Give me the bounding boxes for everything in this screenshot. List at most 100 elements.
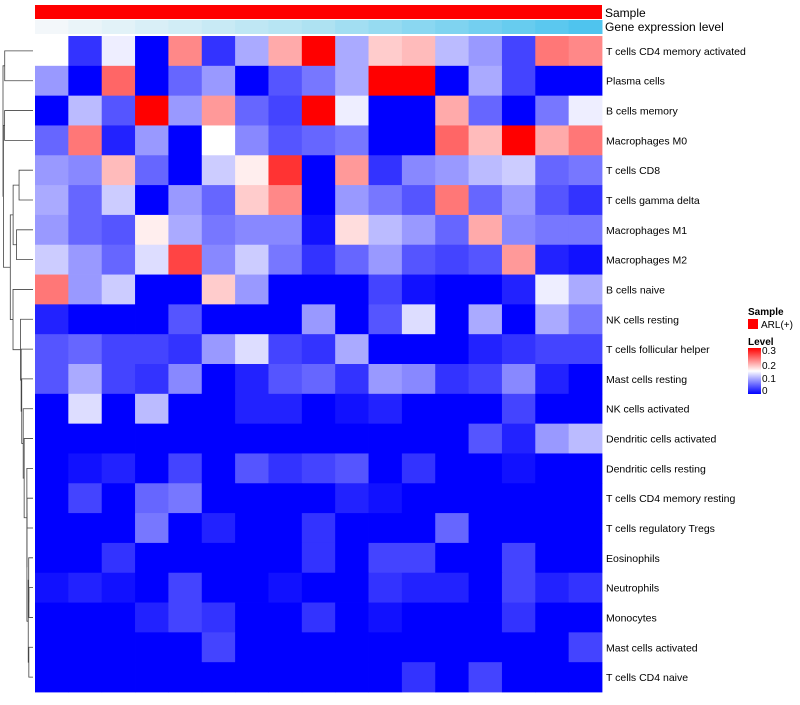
heatmap-cell xyxy=(568,662,603,693)
heatmap-cell xyxy=(201,483,236,514)
heatmap-cell xyxy=(368,662,403,693)
heatmap-cell xyxy=(568,423,603,454)
annotation-expression-cell xyxy=(468,20,503,34)
dendrogram-link xyxy=(28,557,33,603)
heatmap-cell xyxy=(335,125,369,156)
row-label: Dendritic cells activated xyxy=(606,434,716,446)
heatmap-cell xyxy=(135,334,169,365)
heatmap-cell xyxy=(468,244,503,275)
heatmap-cell xyxy=(501,304,536,335)
heatmap-cell xyxy=(435,453,469,484)
heatmap-cell xyxy=(468,334,503,365)
heatmap-cell xyxy=(101,602,136,633)
heatmap-cell xyxy=(235,364,269,395)
dendrogram-link xyxy=(22,408,33,479)
heatmap-cell xyxy=(535,393,570,425)
heatmap-cell xyxy=(335,274,369,305)
heatmap-cell xyxy=(535,244,570,275)
heatmap-cell xyxy=(435,423,469,454)
heatmap-cell xyxy=(301,393,336,425)
heatmap-cell xyxy=(168,662,203,693)
heatmap-cell xyxy=(301,662,336,693)
legend-sample-swatch xyxy=(748,319,758,329)
heatmap-cell xyxy=(368,483,403,514)
heatmap-cell xyxy=(35,65,69,97)
heatmap-cell xyxy=(168,542,203,574)
heatmap-cell xyxy=(35,125,69,156)
heatmap-cell xyxy=(368,274,403,305)
heatmap-cell xyxy=(35,393,69,425)
heatmap-cell xyxy=(535,304,570,335)
heatmap-cell xyxy=(135,632,169,663)
heatmap-cell xyxy=(135,214,169,246)
heatmap-cell xyxy=(201,393,236,425)
heatmap-cell xyxy=(268,214,303,246)
dendrogram-link xyxy=(28,646,33,678)
heatmap-cell xyxy=(501,244,536,275)
heatmap-cell xyxy=(68,513,103,544)
heatmap-cell xyxy=(101,36,136,67)
heatmap-cell xyxy=(168,274,203,305)
dendrogram-link xyxy=(18,169,33,201)
heatmap-cell xyxy=(201,542,236,574)
heatmap-cell xyxy=(468,304,503,335)
heatmap-cell xyxy=(135,393,169,425)
heatmap-cell xyxy=(101,364,136,395)
legend-level-title: Level xyxy=(748,337,774,348)
annotation-track-sample xyxy=(35,5,602,19)
heatmap-cell xyxy=(68,393,103,425)
annotation-expression-cell xyxy=(235,20,269,34)
heatmap-cell xyxy=(168,244,203,275)
heatmap-cell xyxy=(335,214,369,246)
heatmap-cell xyxy=(168,214,203,246)
heatmap-cell xyxy=(301,125,336,156)
heatmap-cell xyxy=(101,393,136,425)
heatmap-cell xyxy=(401,95,436,126)
heatmap-cell xyxy=(168,95,203,126)
heatmap-cell xyxy=(335,244,369,275)
heatmap-cell xyxy=(68,36,103,67)
heatmap-cell xyxy=(401,65,436,97)
heatmap-cell xyxy=(268,632,303,663)
heatmap-cell xyxy=(201,513,236,544)
heatmap-cell xyxy=(568,304,603,335)
heatmap-cell xyxy=(335,155,369,186)
heatmap-cell xyxy=(35,214,69,246)
heatmap-cell xyxy=(301,483,336,514)
heatmap-cell xyxy=(68,214,103,246)
heatmap-cell xyxy=(368,65,403,97)
heatmap-cell xyxy=(435,632,469,663)
heatmap-cell xyxy=(268,542,303,574)
heatmap-cell xyxy=(135,185,169,216)
dendrogram-link xyxy=(20,318,33,381)
heatmap-cell xyxy=(468,423,503,454)
heatmap-cell xyxy=(235,602,269,633)
heatmap-cell xyxy=(568,453,603,484)
heatmap-cell xyxy=(235,155,269,186)
heatmap-cell xyxy=(568,36,603,67)
heatmap-cell xyxy=(368,334,403,365)
heatmap-cell xyxy=(568,214,603,246)
annotation-expression-cell xyxy=(401,20,436,34)
heatmap-cell xyxy=(401,364,436,395)
heatmap-cell xyxy=(268,155,303,186)
heatmap-cell xyxy=(168,483,203,514)
heatmap-cell xyxy=(135,364,169,395)
row-label: Neutrophils xyxy=(606,583,659,595)
heatmap-cell xyxy=(335,95,369,126)
heatmap-cell xyxy=(168,185,203,216)
heatmap-cell xyxy=(535,214,570,246)
heatmap-cell xyxy=(135,304,169,335)
heatmap-cell xyxy=(101,274,136,305)
heatmap-cell xyxy=(201,244,236,275)
heatmap-cell xyxy=(468,65,503,97)
heatmap-cell xyxy=(401,36,436,67)
heatmap-cell xyxy=(301,572,336,603)
heatmap-cell xyxy=(568,125,603,156)
row-label: Macrophages M2 xyxy=(606,255,687,267)
heatmap-cell xyxy=(568,572,603,603)
heatmap-cell xyxy=(201,364,236,395)
heatmap-cell xyxy=(268,36,303,67)
heatmap-cell xyxy=(535,602,570,633)
